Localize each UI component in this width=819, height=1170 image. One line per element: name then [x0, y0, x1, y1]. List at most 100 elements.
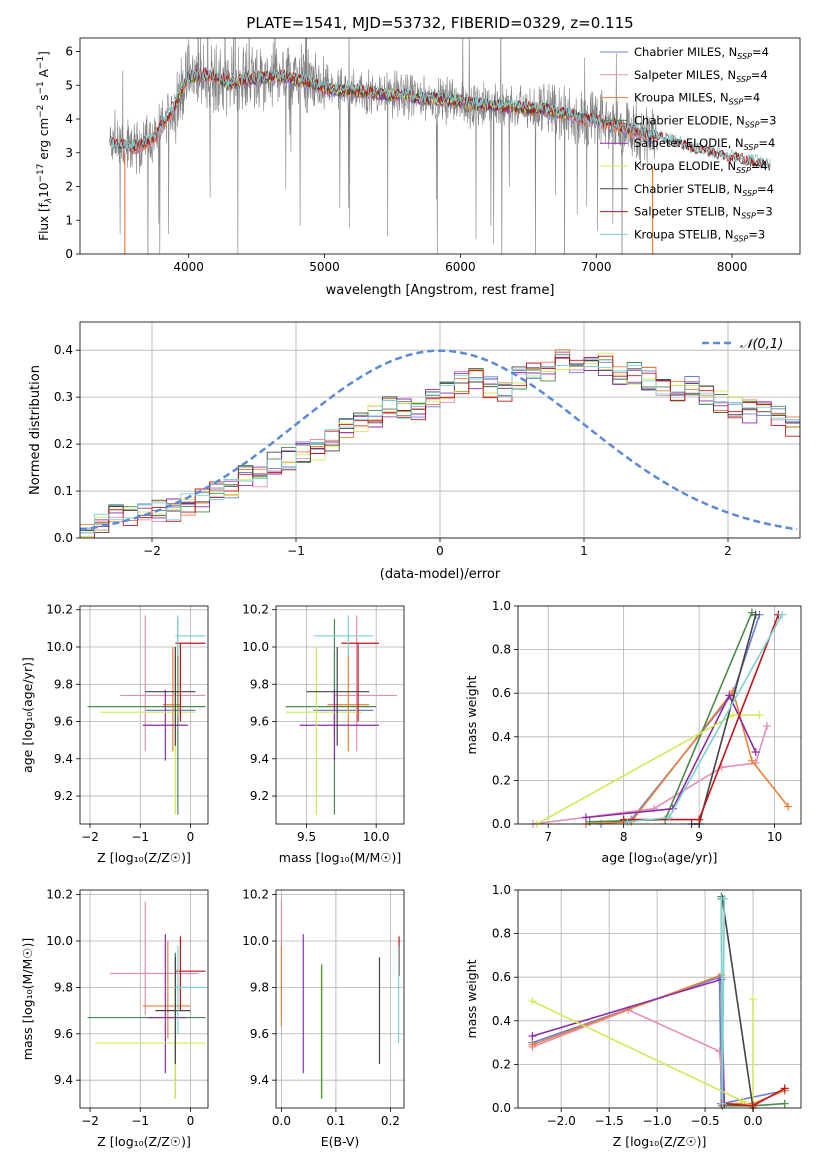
x-tick-label: −1.0 — [643, 1114, 672, 1128]
hist-lines — [80, 349, 800, 538]
x-axis-label: E(B-V) — [321, 1134, 360, 1149]
y-tick-label: 0.2 — [492, 773, 511, 787]
y-axis-label: mass [log₁₀(M/M☉)] — [20, 938, 35, 1060]
x-tick-label: 8 — [620, 830, 628, 844]
y-tick-label: 0.4 — [492, 730, 511, 744]
axes-frame — [79, 889, 209, 1109]
x-tick-label: 9 — [695, 830, 703, 844]
grid — [80, 890, 208, 1108]
y-tick-label: 0.6 — [492, 970, 511, 984]
y-tick-label: 9.6 — [250, 715, 269, 729]
hist-step-salpeter-stelib — [80, 355, 800, 538]
spectrum-xlabel: wavelength [Angstrom, rest frame] — [326, 283, 555, 298]
y-tick-label: 3 — [65, 146, 73, 160]
y-tick-label: 0 — [65, 247, 73, 261]
residuals-ylabel: Normed distribution — [28, 365, 43, 495]
y-tick-label: 0.3 — [54, 390, 73, 404]
axes-frame — [275, 605, 405, 825]
y-tick-label: 9.4 — [250, 752, 269, 766]
observed-spectrum — [109, 38, 658, 254]
x-tick-label: −2 — [81, 1114, 99, 1128]
y-tick-label: 9.4 — [54, 752, 73, 766]
gaussian-curve — [80, 349, 798, 532]
x-tick-label: −1 — [287, 544, 305, 558]
x-tick-label: 7000 — [581, 260, 612, 274]
y-tick-label: 9.6 — [250, 1027, 269, 1041]
mass-weight-vs-metallicity-panel: −2.0 −1.5 −1.0 −0.5 0.0 0.0 0.2 0.4 0.6 0.8 1.0 Z [… — [464, 883, 802, 1149]
legend-label: Kroupa ELODIE, NSSP=4 — [634, 159, 768, 175]
grid — [80, 606, 208, 824]
weight-line — [721, 897, 754, 1109]
y-tick-label: 10.2 — [242, 603, 269, 617]
x-axis-label: Z [log₁₀(Z/Z☉)] — [613, 1134, 707, 1149]
x-tick-label: 0.0 — [743, 1114, 762, 1128]
hist-step-kroupa-stelib — [80, 364, 800, 534]
spectrum-legend: Chabrier MILES, NSSP=4 Salpeter MILES, NS… — [600, 45, 776, 243]
y-tick-label: 10.2 — [46, 888, 73, 902]
gauss-legend-label: 𝒩(0,1) — [740, 337, 783, 352]
x-axis-label: mass [log₁₀(M/M☉)] — [279, 850, 401, 865]
x-tick-label: 0.0 — [272, 1114, 291, 1128]
y-tick-label: 9.8 — [250, 980, 269, 994]
y-tick-label: 0.0 — [492, 1101, 511, 1115]
x-tick-label: 9.5 — [297, 830, 316, 844]
weight-line — [623, 614, 780, 821]
spectrum-lines — [109, 38, 771, 254]
legend-label: Chabrier ELODIE, NSSP=3 — [634, 113, 776, 129]
y-tick-label: 9.8 — [250, 677, 269, 691]
spectrum-panel: PLATE=1541, MJD=53732, FIBERID=0329, z=0… — [36, 14, 801, 298]
figure-title: PLATE=1541, MJD=53732, FIBERID=0329, z=0… — [246, 14, 633, 32]
y-tick-label: 9.6 — [54, 715, 73, 729]
y-tick-label: 9.8 — [54, 980, 73, 994]
y-tick-label: 2 — [65, 180, 73, 194]
legend-label: Kroupa MILES, NSSP=4 — [634, 91, 760, 107]
axes-frame — [517, 605, 802, 825]
weight-line — [532, 976, 785, 1105]
x-tick-label: 2 — [724, 544, 732, 558]
spectrum-ylabel: Flux [fλ10−17 erg cm−2 s−1 A−1] — [36, 51, 54, 241]
x-tick-label: −0.5 — [690, 1114, 719, 1128]
x-tick-label: 0 — [187, 1114, 195, 1128]
y-tick-label: 0.0 — [54, 531, 73, 545]
x-tick-label: 5000 — [309, 260, 340, 274]
x-tick-label: 0.2 — [381, 1114, 400, 1128]
x-tick-label: 6000 — [445, 260, 476, 274]
model-spectrum-kroupa-stelib — [109, 68, 771, 170]
y-tick-label: 10.2 — [242, 888, 269, 902]
y-tick-label: 10.2 — [46, 603, 73, 617]
x-tick-label: 4000 — [173, 260, 204, 274]
x-tick-label: 0 — [187, 830, 195, 844]
y-tick-label: 6 — [65, 45, 73, 59]
grid — [276, 890, 404, 1108]
y-tick-label: 0.4 — [54, 343, 73, 357]
y-tick-label: 9.2 — [54, 789, 73, 803]
y-axis-label: age [log₁₀(age/yr)] — [20, 657, 35, 773]
mass-weight-vs-age-panel: 7 8 9 10 0.0 0.2 0.4 0.6 0.8 1.0 age [log₁₀(age/yr… — [464, 599, 802, 865]
x-tick-label: 1 — [580, 544, 588, 558]
x-tick-label: −2 — [143, 544, 161, 558]
x-tick-label: −1 — [131, 1114, 149, 1128]
x-tick-label: 0.1 — [326, 1114, 345, 1128]
residuals-panel: −2 −1 0 1 2 0.0 0.1 0.2 0.3 0.4 (data-model)/erro… — [28, 321, 801, 582]
weight-line — [585, 693, 757, 819]
x-axis-label: age [log₁₀(age/yr)] — [602, 850, 718, 865]
y-tick-label: 0.8 — [492, 643, 511, 657]
y-tick-label: 10.0 — [46, 934, 73, 948]
y-tick-label: 10.0 — [46, 640, 73, 654]
grid — [276, 606, 404, 824]
hist-step-salpeter-miles — [80, 352, 800, 534]
y-tick-label: 0.4 — [492, 1014, 511, 1028]
x-axis-label: Z [log₁₀(Z/Z☉)] — [97, 850, 191, 865]
legend-label: Salpeter MILES, NSSP=4 — [634, 68, 768, 84]
y-tick-label: 9.8 — [54, 677, 73, 691]
y-tick-label: 1 — [65, 213, 73, 227]
x-tick-label: 10.0 — [363, 830, 390, 844]
y-tick-label: 9.4 — [54, 1073, 73, 1087]
mass-vs-ebv-panel: 0.0 0.1 0.2 9.4 9.6 9.8 10.0 10.2 E(B-V) — [242, 888, 405, 1149]
y-tick-label: 0.2 — [492, 1057, 511, 1071]
x-tick-label: −1 — [131, 830, 149, 844]
x-tick-label: 0 — [436, 544, 444, 558]
weight-line — [532, 973, 786, 1105]
x-tick-label: −2.0 — [547, 1114, 576, 1128]
